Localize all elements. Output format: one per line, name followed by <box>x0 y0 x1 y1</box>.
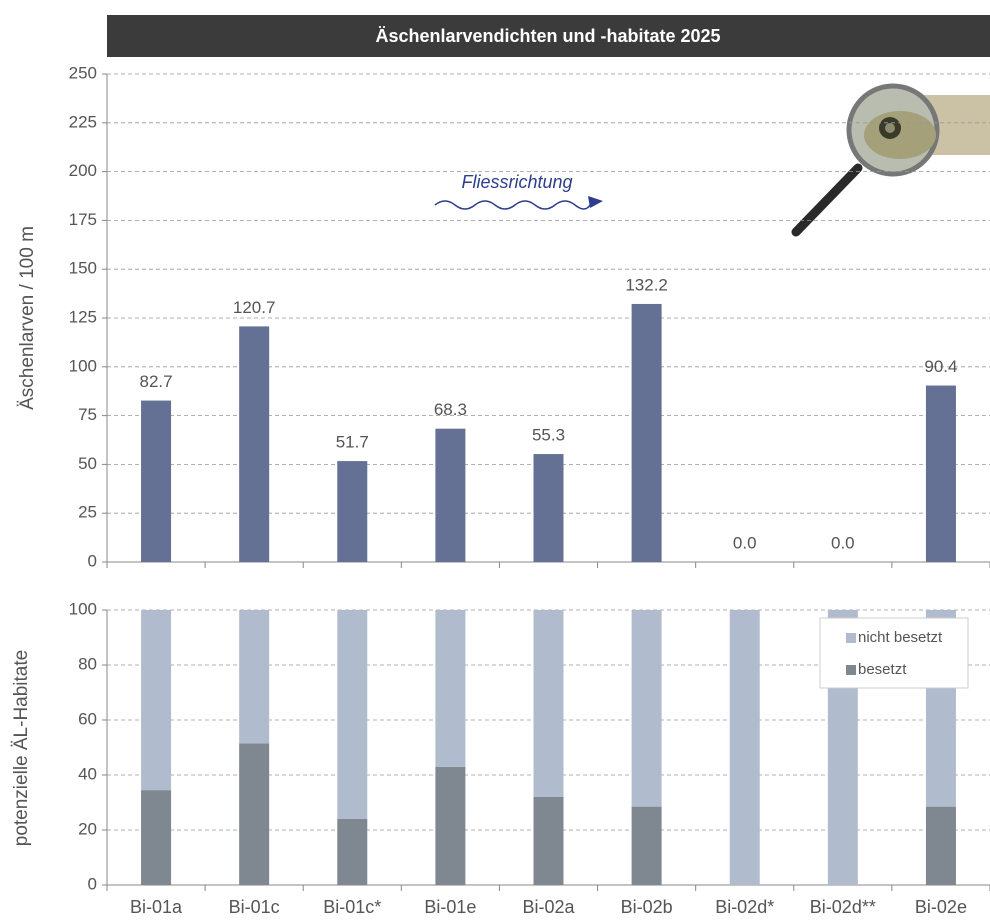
legend-label: besetzt <box>858 661 907 678</box>
bar <box>239 326 270 562</box>
title-bar <box>107 15 990 57</box>
bar-segment <box>239 743 270 885</box>
value-label: 0.0 <box>733 533 757 552</box>
x-tick-label: Bi-02a <box>522 897 575 917</box>
x-tick-label: Bi-02e <box>915 897 967 917</box>
bar-segment <box>533 797 564 885</box>
bar <box>337 461 368 562</box>
value-label: 0.0 <box>831 533 855 552</box>
y-tick-label: 75 <box>78 405 97 424</box>
y-tick-label: 225 <box>69 112 97 131</box>
legend-swatch <box>846 633 856 643</box>
y-tick-label: 20 <box>78 819 97 838</box>
value-label: 132.2 <box>625 275 668 294</box>
x-tick-label: Bi-01e <box>424 897 476 917</box>
y-tick-label: 25 <box>78 503 97 522</box>
bar-segment <box>141 610 172 791</box>
y-tick-label: 200 <box>69 161 97 180</box>
y-tick-label: 0 <box>88 551 97 570</box>
bar <box>435 428 466 562</box>
value-label: 90.4 <box>924 357 957 376</box>
value-label: 55.3 <box>532 426 565 445</box>
bar-segment <box>631 610 662 807</box>
x-tick-label: Bi-02d** <box>810 897 876 917</box>
flow-wave <box>434 200 591 210</box>
flow-arrowhead <box>588 196 603 208</box>
y-tick-label: 100 <box>69 356 97 375</box>
bar-segment <box>729 610 760 885</box>
value-label: 82.7 <box>140 372 173 391</box>
bar <box>533 454 564 562</box>
y-tick-label: 80 <box>78 654 97 673</box>
annotation: Fliessrichtung <box>461 172 572 192</box>
y-tick-label: 100 <box>69 599 97 618</box>
x-tick-label: Bi-02b <box>621 897 673 917</box>
value-label: 51.7 <box>336 433 369 452</box>
y-tick-label: 0 <box>88 874 97 893</box>
bar-segment <box>631 806 662 885</box>
legend-box <box>819 617 969 689</box>
legend-label: nicht besetzt <box>858 629 943 646</box>
x-tick-label: Bi-01c* <box>323 897 381 917</box>
x-tick-label: Bi-02d* <box>715 897 774 917</box>
y-tick-label: 175 <box>69 210 97 229</box>
chart-title: Äschenlarvendichten und -habitate 2025 <box>375 26 720 46</box>
bar-segment <box>337 819 368 885</box>
bar-segment <box>239 610 270 744</box>
y-axis-label: potenzielle ÄL-Habitate <box>11 650 32 846</box>
y-tick-label: 150 <box>69 259 97 278</box>
bar <box>141 400 172 562</box>
y-tick-label: 60 <box>78 709 97 728</box>
bar-segment <box>435 766 466 885</box>
bar-segment <box>925 806 956 885</box>
bar-segment <box>533 610 564 797</box>
value-label: 68.3 <box>434 400 467 419</box>
y-tick-label: 125 <box>69 307 97 326</box>
x-tick-label: Bi-01c <box>229 897 280 917</box>
magnifier-icon <box>791 83 990 237</box>
y-tick-label: 40 <box>78 764 97 783</box>
value-label: 120.7 <box>233 298 276 317</box>
y-tick-label: 250 <box>69 63 97 82</box>
bar-segment <box>141 790 172 885</box>
x-tick-label: Bi-01a <box>130 897 183 917</box>
bar-segment <box>435 610 466 767</box>
legend-swatch <box>846 665 856 675</box>
bar-segment <box>337 610 368 819</box>
bar <box>925 385 956 562</box>
y-tick-label: 50 <box>78 454 97 473</box>
bar <box>631 303 662 562</box>
y-axis-label: Äschenlarven / 100 m <box>17 226 38 410</box>
